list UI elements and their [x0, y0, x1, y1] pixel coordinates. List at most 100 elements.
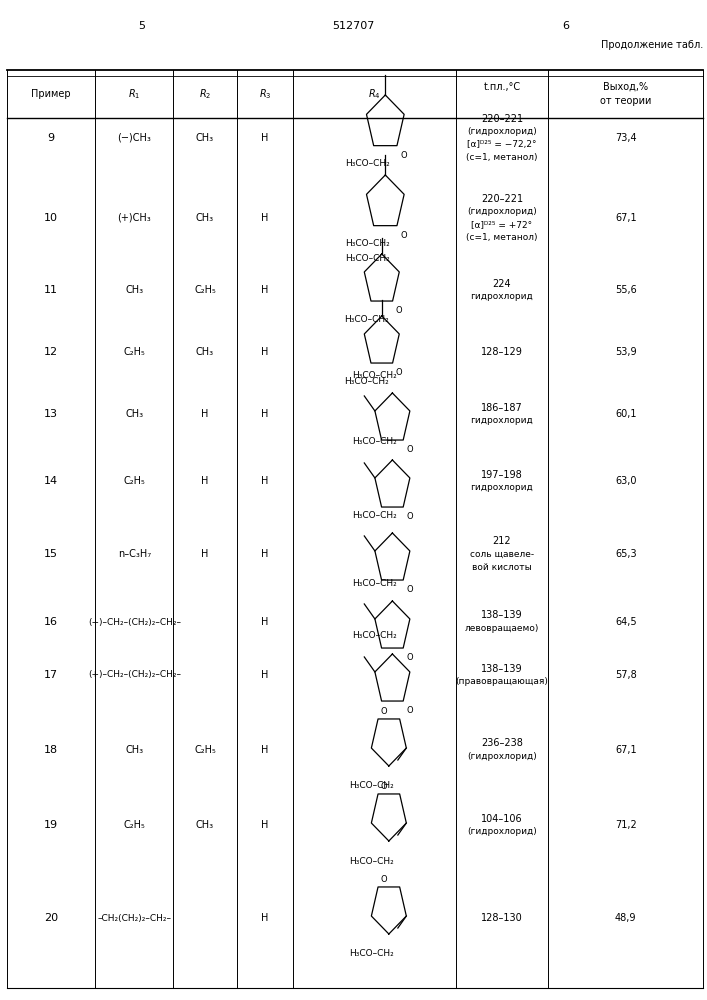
Text: H: H — [201, 549, 209, 559]
Text: (+)CH₃: (+)CH₃ — [117, 213, 151, 223]
Text: 138–139: 138–139 — [481, 664, 522, 674]
Text: 5: 5 — [138, 21, 145, 31]
Text: 128–129: 128–129 — [481, 347, 523, 357]
Text: O: O — [395, 368, 402, 377]
Text: гидрохлорид: гидрохлорид — [471, 483, 533, 492]
Text: –CH₂(CH₂)₂–CH₂–: –CH₂(CH₂)₂–CH₂– — [98, 914, 171, 922]
Text: (c=1, метанол): (c=1, метанол) — [466, 233, 538, 242]
Text: H: H — [262, 549, 269, 559]
Text: O: O — [381, 707, 387, 716]
Text: O: O — [406, 706, 413, 715]
Text: 73,4: 73,4 — [615, 133, 636, 143]
Text: H₃CO–CH₂: H₃CO–CH₂ — [349, 782, 394, 790]
Text: Н: Н — [262, 913, 269, 923]
Text: 18: 18 — [45, 745, 58, 755]
Text: 212: 212 — [493, 536, 511, 546]
Text: 67,1: 67,1 — [615, 745, 636, 755]
Text: H₃CO–CH₂: H₃CO–CH₂ — [345, 254, 390, 263]
Text: H: H — [262, 285, 269, 295]
Text: O: O — [400, 151, 407, 160]
Text: H₃CO–CH₂: H₃CO–CH₂ — [352, 632, 397, 640]
Text: CH₃: CH₃ — [196, 133, 214, 143]
Text: O: O — [381, 875, 387, 884]
Text: 13: 13 — [45, 409, 58, 419]
Text: 64,5: 64,5 — [615, 617, 636, 627]
Text: H₃CO–CH₂: H₃CO–CH₂ — [344, 315, 389, 324]
Text: (+)–CH₂–(CH₂)₂–CH₂–: (+)–CH₂–(CH₂)₂–CH₂– — [88, 670, 181, 680]
Text: 104–106: 104–106 — [481, 814, 522, 824]
Text: 60,1: 60,1 — [615, 409, 636, 419]
Text: 15: 15 — [45, 549, 58, 559]
Text: 71,2: 71,2 — [615, 820, 636, 830]
Text: C₂H₅: C₂H₅ — [124, 820, 145, 830]
Text: (c=1, метанол): (c=1, метанол) — [466, 153, 538, 162]
Text: H₃CO–CH₂: H₃CO–CH₂ — [352, 510, 397, 519]
Text: $R_3$: $R_3$ — [259, 87, 271, 101]
Text: H: H — [262, 617, 269, 627]
Text: 53,9: 53,9 — [615, 347, 636, 357]
Text: 512707: 512707 — [332, 21, 375, 31]
Text: Продолжение табл.: Продолжение табл. — [601, 40, 703, 50]
Text: (гидрохлорид): (гидрохлорид) — [467, 207, 537, 216]
Text: H₃CO–CH₂: H₃CO–CH₂ — [345, 159, 390, 168]
Text: вой кислоты: вой кислоты — [472, 562, 532, 572]
Text: CH₃: CH₃ — [125, 285, 144, 295]
Text: O: O — [406, 653, 413, 662]
Text: 138–139: 138–139 — [481, 610, 522, 620]
Text: H: H — [262, 745, 269, 755]
Text: 128–130: 128–130 — [481, 913, 523, 923]
Text: 220–221: 220–221 — [481, 194, 523, 204]
Text: 20: 20 — [45, 913, 58, 923]
Text: H₃CO–CH₂: H₃CO–CH₂ — [344, 377, 389, 386]
Text: 67,1: 67,1 — [615, 213, 636, 223]
Text: H₃CO–CH₂: H₃CO–CH₂ — [352, 578, 397, 587]
Text: H: H — [262, 670, 269, 680]
Text: (−)–CH₂–(CH₂)₂–CH₂–: (−)–CH₂–(CH₂)₂–CH₂– — [88, 617, 181, 626]
Text: CH₃: CH₃ — [125, 745, 144, 755]
Text: 224: 224 — [493, 279, 511, 289]
Text: O: O — [400, 231, 407, 240]
Text: соль щавеле-: соль щавеле- — [470, 550, 534, 558]
Text: 14: 14 — [45, 476, 58, 486]
Text: H: H — [262, 409, 269, 419]
Text: 197–198: 197–198 — [481, 470, 523, 480]
Text: гидрохлорид: гидрохлорид — [471, 416, 533, 425]
Text: CH₃: CH₃ — [196, 820, 214, 830]
Text: 236–238: 236–238 — [481, 738, 523, 748]
Text: H₃CO–CH₂: H₃CO–CH₂ — [349, 950, 394, 958]
Text: C₂H₅: C₂H₅ — [194, 745, 216, 755]
Text: C₂H₅: C₂H₅ — [124, 347, 145, 357]
Text: H: H — [201, 476, 209, 486]
Text: 16: 16 — [45, 617, 58, 627]
Text: гидрохлорид: гидрохлорид — [471, 292, 533, 301]
Text: H₃CO–CH₂: H₃CO–CH₂ — [352, 438, 397, 446]
Text: 12: 12 — [45, 347, 58, 357]
Text: n–C₃H₇: n–C₃H₇ — [118, 549, 151, 559]
Text: H: H — [262, 476, 269, 486]
Text: CH₃: CH₃ — [196, 347, 214, 357]
Text: H: H — [262, 133, 269, 143]
Text: левовращаемо): левовращаемо) — [464, 624, 539, 633]
Text: 55,6: 55,6 — [615, 285, 636, 295]
Text: (гидрохлорид): (гидрохлорид) — [467, 127, 537, 136]
Text: (−)CH₃: (−)CH₃ — [117, 133, 151, 143]
Text: H: H — [262, 820, 269, 830]
Text: 48,9: 48,9 — [615, 913, 636, 923]
Text: 10: 10 — [45, 213, 58, 223]
Text: 6: 6 — [562, 21, 569, 31]
Text: от теории: от теории — [600, 96, 651, 106]
Text: O: O — [406, 445, 413, 454]
Text: O: O — [395, 306, 402, 315]
Text: O: O — [381, 782, 387, 791]
Text: H: H — [262, 347, 269, 357]
Text: (гидрохлорид): (гидрохлорид) — [467, 752, 537, 761]
Text: O: O — [406, 585, 413, 594]
Text: 57,8: 57,8 — [615, 670, 636, 680]
Text: 220–221: 220–221 — [481, 113, 523, 123]
Text: $R_4$: $R_4$ — [368, 87, 381, 101]
Text: 11: 11 — [45, 285, 58, 295]
Text: Выход,%: Выход,% — [603, 82, 648, 92]
Text: $R_2$: $R_2$ — [199, 87, 211, 101]
Text: 19: 19 — [45, 820, 58, 830]
Text: H₃CO–CH₂: H₃CO–CH₂ — [352, 370, 397, 379]
